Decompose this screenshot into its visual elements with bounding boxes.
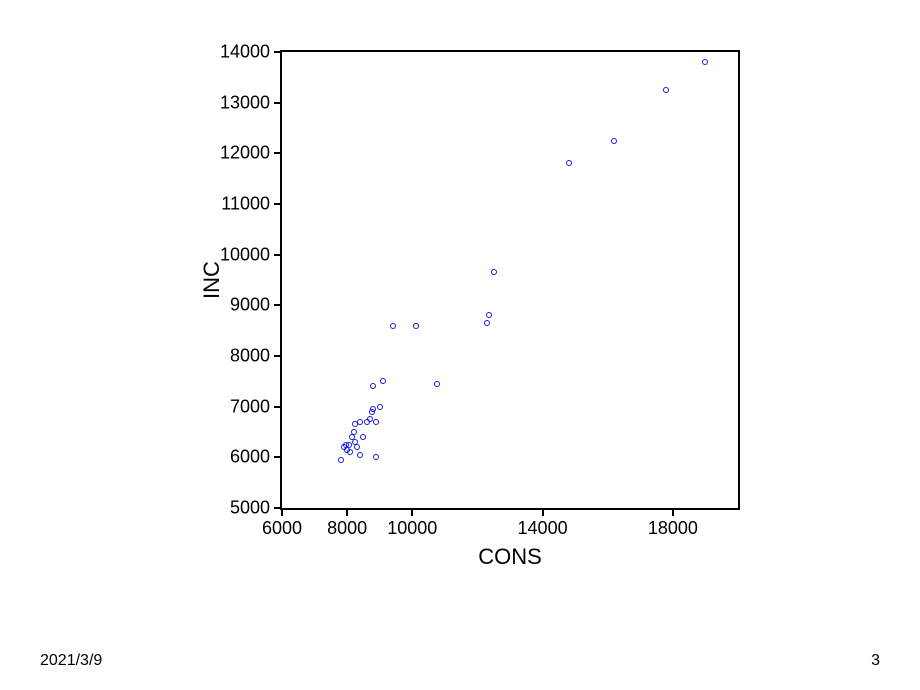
data-point — [380, 378, 386, 384]
y-tick-label: 13000 — [220, 92, 270, 113]
y-tick-label: 11000 — [221, 194, 270, 215]
x-tick-label: 10000 — [387, 518, 437, 539]
x-tick-label: 6000 — [262, 518, 302, 539]
data-point — [484, 320, 490, 326]
data-point — [434, 381, 440, 387]
page: CONS INC 6000800010000140001800050006000… — [0, 0, 920, 690]
y-tick-label: 5000 — [230, 498, 270, 519]
data-point — [354, 444, 360, 450]
data-point — [357, 452, 363, 458]
x-tick — [672, 508, 674, 516]
y-tick-label: 12000 — [220, 143, 270, 164]
x-tick-label: 8000 — [327, 518, 367, 539]
y-tick — [274, 355, 282, 357]
y-tick — [274, 406, 282, 408]
data-point — [373, 419, 379, 425]
footer-date: 2021/3/9 — [40, 652, 102, 670]
y-tick-label: 10000 — [220, 244, 270, 265]
y-tick — [274, 456, 282, 458]
data-point — [491, 269, 497, 275]
y-tick — [274, 304, 282, 306]
data-point — [370, 406, 376, 412]
x-tick-label: 14000 — [518, 518, 568, 539]
data-point — [338, 457, 344, 463]
data-point — [377, 404, 383, 410]
footer-page-number: 3 — [871, 652, 880, 670]
y-tick-label: 6000 — [230, 447, 270, 468]
x-tick — [411, 508, 413, 516]
y-tick — [274, 152, 282, 154]
y-axis-title: INC — [199, 261, 225, 299]
data-point — [390, 323, 396, 329]
y-tick-label: 14000 — [220, 42, 270, 63]
x-tick-label: 18000 — [648, 518, 698, 539]
data-point — [357, 419, 363, 425]
data-point — [702, 59, 708, 65]
data-point — [566, 160, 572, 166]
y-tick — [274, 203, 282, 205]
data-point — [486, 312, 492, 318]
data-point — [413, 323, 419, 329]
data-point — [360, 434, 366, 440]
y-tick — [274, 254, 282, 256]
y-tick — [274, 102, 282, 104]
data-point — [346, 442, 352, 448]
x-tick — [542, 508, 544, 516]
x-tick — [281, 508, 283, 516]
data-point — [373, 454, 379, 460]
data-point — [663, 87, 669, 93]
y-tick-label: 8000 — [230, 346, 270, 367]
x-tick — [346, 508, 348, 516]
data-point — [611, 138, 617, 144]
data-point — [347, 449, 353, 455]
data-point — [370, 383, 376, 389]
x-axis-title: CONS — [478, 544, 542, 570]
y-tick — [274, 51, 282, 53]
plot-area: CONS INC 6000800010000140001800050006000… — [280, 50, 740, 510]
scatter-chart: CONS INC 6000800010000140001800050006000… — [190, 30, 770, 570]
y-tick-label: 9000 — [230, 295, 270, 316]
data-point — [367, 416, 373, 422]
y-tick — [274, 507, 282, 509]
data-point — [351, 429, 357, 435]
y-tick-label: 7000 — [230, 396, 270, 417]
